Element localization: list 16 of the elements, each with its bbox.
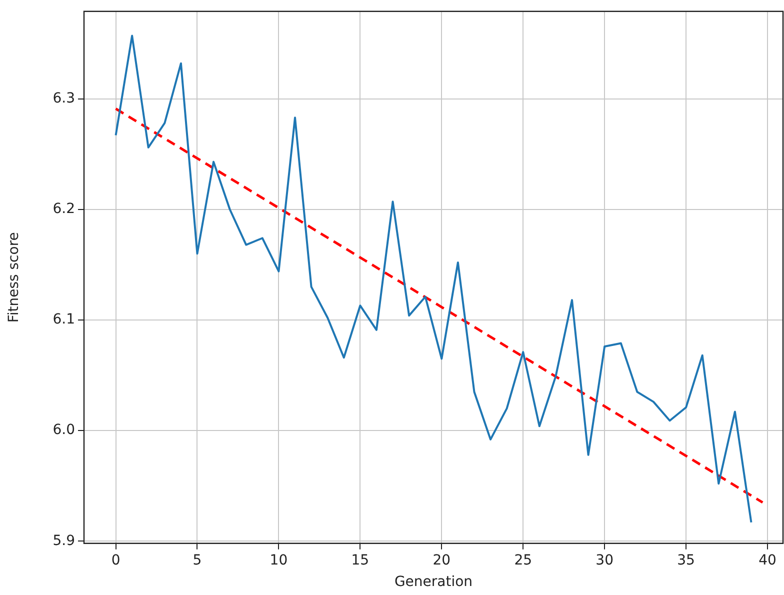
x-tick-label: 40 xyxy=(758,552,776,568)
y-tick-label: 5.9 xyxy=(52,532,75,549)
x-tick-label: 20 xyxy=(432,552,451,568)
y-tick-label: 6.0 xyxy=(52,422,75,438)
x-tick-label: 0 xyxy=(111,552,120,568)
x-tick-label: 10 xyxy=(270,552,288,568)
x-tick-label: 35 xyxy=(677,552,695,568)
x-tick-label: 25 xyxy=(514,552,532,568)
x-tick-label: 15 xyxy=(351,552,370,568)
y-tick-label: 6.1 xyxy=(52,312,75,328)
y-tick-label: 6.2 xyxy=(52,201,75,218)
x-axis-title: Generation xyxy=(394,574,473,590)
x-tick-label: 5 xyxy=(192,552,202,568)
y-tick-label: 6.3 xyxy=(52,90,75,106)
x-tick-label: 30 xyxy=(596,552,614,568)
y-axis-title: Fitness score xyxy=(6,232,22,323)
